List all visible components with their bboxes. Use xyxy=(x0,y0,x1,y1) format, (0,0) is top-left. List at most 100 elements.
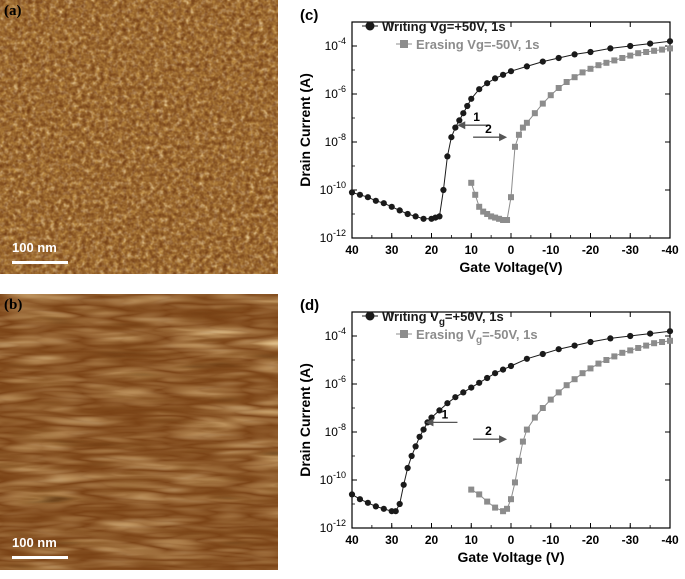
y-tick-label: 10-6 xyxy=(325,84,346,101)
annotation-2: 2 xyxy=(485,424,492,438)
data-point-writing xyxy=(587,48,594,56)
data-point-writing xyxy=(555,346,562,353)
panel-label: (d) xyxy=(300,297,319,314)
data-point-erasing xyxy=(531,414,538,421)
data-point-writing xyxy=(372,503,379,510)
data-point-writing xyxy=(627,42,634,50)
data-point-erasing xyxy=(488,213,495,220)
data-point-writing xyxy=(436,407,443,414)
data-point-writing xyxy=(396,500,403,508)
scale-bar-b xyxy=(12,556,68,559)
data-point-writing xyxy=(348,491,356,498)
y-axis-label: Drain Current (A) xyxy=(297,73,313,187)
data-point-erasing xyxy=(643,342,650,349)
x-tick-label: 0 xyxy=(508,243,515,257)
data-point-writing xyxy=(388,203,395,210)
x-tick-label: 30 xyxy=(385,243,399,257)
data-point-erasing xyxy=(508,496,514,503)
data-point-erasing xyxy=(651,47,658,54)
x-axis-label: Gate Voltage(V) xyxy=(459,259,562,275)
x-tick-label: -30 xyxy=(622,533,640,547)
data-point-writing xyxy=(666,328,674,335)
data-point-erasing xyxy=(508,194,514,201)
afm-texture-b xyxy=(0,294,278,570)
data-point-erasing xyxy=(563,382,570,389)
x-tick-label: 10 xyxy=(465,533,479,547)
legend-marker-erasing xyxy=(400,330,408,338)
data-point-writing xyxy=(348,189,356,196)
data-point-writing xyxy=(523,355,530,362)
x-tick-label: 20 xyxy=(425,533,439,547)
data-point-erasing xyxy=(515,457,522,464)
transfer-chart-d: (d) 40 30 20 10 0 -10 -20 -30 -40 10-12 10-10 10-8 10… xyxy=(297,297,679,565)
data-point-erasing xyxy=(531,110,538,117)
data-point-erasing xyxy=(659,339,666,345)
data-point-writing xyxy=(468,95,475,102)
data-point-writing xyxy=(539,58,546,65)
data-point-writing xyxy=(364,194,371,201)
x-tick-label: -40 xyxy=(661,533,679,547)
data-point-erasing xyxy=(547,396,554,403)
data-point-erasing xyxy=(611,57,618,64)
y-tick-label: 10-6 xyxy=(325,374,346,391)
afm-image-a xyxy=(0,0,278,274)
data-point-erasing xyxy=(468,179,475,186)
arrow-2-head xyxy=(499,133,508,142)
data-point-erasing xyxy=(468,486,475,493)
data-point-erasing xyxy=(519,124,526,131)
data-point-writing xyxy=(464,102,471,110)
data-point-erasing xyxy=(595,360,602,367)
data-point-writing xyxy=(539,350,546,358)
panel-label-a: (a) xyxy=(4,3,22,19)
legend-label-writing: Writing Vg=+50V, 1s xyxy=(382,309,504,328)
y-axis-label: Drain Current (A) xyxy=(297,363,313,477)
x-tick-label: -40 xyxy=(661,243,679,257)
data-point-erasing xyxy=(504,217,511,223)
arrow-1-head xyxy=(457,121,466,130)
data-point-writing xyxy=(607,335,614,342)
data-point-erasing xyxy=(555,389,562,396)
plot-frame xyxy=(351,311,671,529)
data-point-writing xyxy=(416,433,423,440)
y-tick-label: 10-12 xyxy=(320,228,346,245)
data-point-writing xyxy=(380,200,387,207)
data-point-writing xyxy=(571,342,578,349)
series-line-erasing xyxy=(470,340,671,512)
x-tick-label: 20 xyxy=(425,243,439,257)
data-point-writing xyxy=(555,54,562,62)
data-point-writing xyxy=(484,374,491,382)
legend-marker-erasing xyxy=(400,40,408,48)
data-point-erasing xyxy=(603,357,610,363)
data-point-writing xyxy=(607,45,614,52)
plot-frame xyxy=(351,21,671,239)
annotation-1: 1 xyxy=(473,110,480,124)
data-point-erasing xyxy=(547,92,554,99)
data-point-erasing xyxy=(539,405,546,411)
data-point-writing xyxy=(452,394,459,401)
legend-label-erasing: Erasing Vg=-50V, 1s xyxy=(416,327,538,346)
data-point-erasing xyxy=(619,55,626,61)
arrow-1-head xyxy=(425,418,434,427)
data-point-writing xyxy=(499,71,507,78)
panel-label: (c) xyxy=(300,7,318,24)
data-point-erasing xyxy=(500,508,507,515)
data-point-erasing xyxy=(515,131,522,138)
data-point-erasing xyxy=(523,119,530,126)
data-point-writing xyxy=(356,496,364,503)
data-point-writing xyxy=(448,134,455,141)
y-tick-label: 10-12 xyxy=(320,518,346,535)
legend-marker-writing xyxy=(365,21,375,31)
x-tick-label: 30 xyxy=(385,533,399,547)
y-tick-label: 10-8 xyxy=(325,132,346,149)
data-point-writing xyxy=(460,110,467,117)
data-point-erasing xyxy=(472,191,479,198)
data-point-writing xyxy=(420,215,427,222)
data-point-writing xyxy=(523,63,530,70)
data-point-erasing xyxy=(587,65,594,72)
data-point-erasing xyxy=(555,85,562,91)
scale-bar-label-b: 100 nm xyxy=(12,535,57,550)
data-point-erasing xyxy=(484,498,491,505)
data-point-writing xyxy=(420,426,427,433)
arrow-2-head xyxy=(499,435,508,444)
data-point-erasing xyxy=(659,46,666,53)
